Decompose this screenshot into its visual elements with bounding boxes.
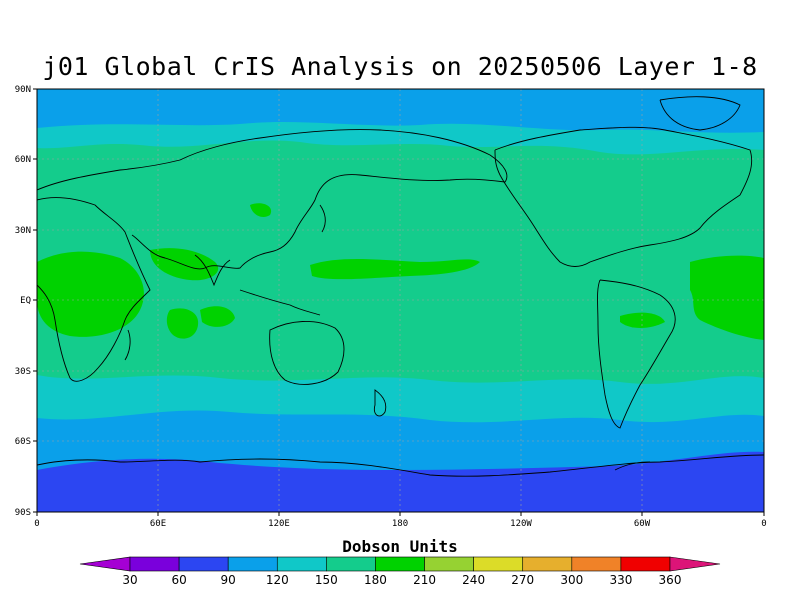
lat-label-eq: EQ bbox=[20, 296, 31, 306]
maximum-asia bbox=[250, 203, 272, 217]
colorbar-tick-label: 330 bbox=[609, 573, 632, 587]
colorbar-arrow-low bbox=[79, 556, 131, 572]
band-north-pole-90-120 bbox=[37, 89, 764, 133]
maximum-arabia bbox=[150, 248, 219, 281]
colorbar-box bbox=[178, 556, 229, 572]
colorbar-tick-label: 120 bbox=[266, 573, 289, 587]
maximum-indonesia bbox=[200, 306, 235, 327]
coast-new-zealand bbox=[373, 389, 387, 417]
colorbar-tick-label: 300 bbox=[560, 573, 583, 587]
graticule bbox=[37, 89, 764, 512]
lat-ticks bbox=[33, 88, 37, 513]
colorbar-tick-label: 90 bbox=[221, 573, 236, 587]
lat-label-60n: 60N bbox=[15, 155, 31, 165]
maximum-pacific bbox=[310, 258, 480, 280]
lon-label-60e: 60E bbox=[150, 519, 166, 529]
ozone-field bbox=[37, 89, 764, 512]
colorbar-box bbox=[620, 556, 671, 572]
colorbar-tick-label: 60 bbox=[171, 573, 186, 587]
lat-label-30s: 30S bbox=[15, 367, 31, 377]
lon-ticks bbox=[36, 512, 765, 516]
coast-indonesia bbox=[239, 289, 321, 316]
map-title: j01 Global CrIS Analysis on 20250506 Lay… bbox=[42, 52, 758, 81]
maximum-south-america bbox=[620, 312, 665, 328]
coast-madagascar bbox=[124, 329, 131, 361]
lon-label-0-left: 0 bbox=[34, 519, 39, 529]
colorbar-arrow-high bbox=[669, 556, 721, 572]
band-antarctica-60-90 bbox=[37, 451, 764, 512]
colorbar-tick-label: 270 bbox=[511, 573, 534, 587]
coast-australia bbox=[269, 320, 345, 385]
coast-india bbox=[194, 254, 231, 287]
lon-label-120e: 120E bbox=[268, 519, 290, 529]
lon-label-120w: 120W bbox=[510, 519, 532, 529]
maximum-indian-ocean bbox=[166, 308, 199, 339]
lat-label-90n: 90N bbox=[15, 85, 31, 95]
coastlines bbox=[37, 96, 764, 477]
coast-north-america bbox=[494, 126, 753, 267]
lat-label-60s: 60S bbox=[15, 437, 31, 447]
coast-antarctic-peninsula bbox=[614, 461, 651, 471]
colorbar-box bbox=[227, 556, 278, 572]
coast-antarctica bbox=[37, 454, 764, 477]
colorbar-tick-label: 210 bbox=[413, 573, 436, 587]
coast-africa bbox=[37, 197, 151, 382]
colorbar-tick-label: 30 bbox=[122, 573, 137, 587]
colorbar-box bbox=[522, 556, 573, 572]
colorbar-box bbox=[473, 556, 524, 572]
colorbar-box bbox=[276, 556, 327, 572]
coast-greenland bbox=[659, 96, 741, 131]
lat-label-30n: 30N bbox=[15, 226, 31, 236]
colorbar-units-label: Dobson Units bbox=[342, 537, 458, 556]
lon-label-0-right: 0 bbox=[761, 519, 766, 529]
coast-eurasia bbox=[37, 129, 508, 270]
colorbar-tick-label: 150 bbox=[315, 573, 338, 587]
colorbar-box bbox=[326, 556, 376, 572]
lon-label-180: 180 bbox=[392, 519, 408, 529]
colorbar-tick-label: 240 bbox=[462, 573, 485, 587]
colorbar-tick-label: 180 bbox=[364, 573, 387, 587]
colorbar-box bbox=[424, 556, 474, 572]
colorbar-box bbox=[571, 556, 622, 572]
colorbar-tick-label: 360 bbox=[659, 573, 682, 587]
lon-label-60w: 60W bbox=[634, 519, 651, 529]
colorbar: 30 60 90 120 150 180 210 240 270 300 330 360 bbox=[79, 556, 721, 587]
maximum-africa bbox=[37, 251, 144, 337]
colorbar-box bbox=[375, 556, 425, 572]
colorbar-box bbox=[129, 556, 180, 572]
coast-south-america bbox=[597, 279, 676, 429]
coast-japan bbox=[319, 204, 326, 233]
maximum-atlantic bbox=[690, 255, 764, 340]
lat-label-90s: 90S bbox=[15, 508, 31, 518]
